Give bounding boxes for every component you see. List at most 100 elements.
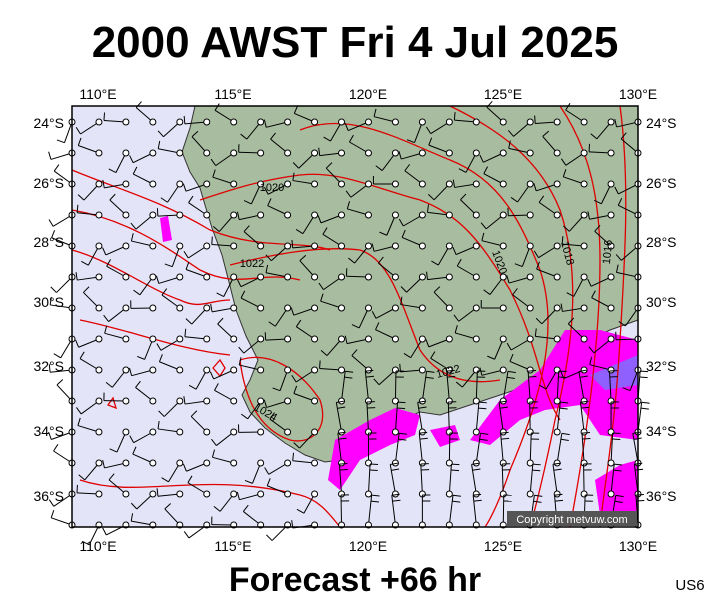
- barb-staff: [79, 358, 100, 371]
- barb-flag: [455, 381, 463, 388]
- barb-flag: [266, 478, 271, 486]
- barb-flag: [536, 261, 540, 270]
- station: [580, 459, 588, 467]
- barb-staff: [56, 276, 73, 293]
- wind-barbs: [48, 100, 650, 546]
- station: [364, 459, 372, 467]
- barb-flag: [377, 256, 384, 264]
- barb-flag: [400, 296, 403, 305]
- barb-staff: [556, 402, 561, 433]
- barb-flag: [78, 474, 86, 481]
- barb-flag: [613, 469, 622, 472]
- station: [122, 149, 130, 157]
- barb-flag: [510, 197, 518, 203]
- barb-flag: [132, 446, 137, 455]
- lat-label: 28°S: [646, 234, 677, 250]
- barb-staff: [414, 121, 423, 143]
- station: [391, 397, 399, 405]
- station: [122, 428, 130, 436]
- barb-flag: [83, 286, 90, 293]
- barb-flag: [506, 376, 515, 380]
- barb-flag: [533, 250, 539, 258]
- barb-staff: [239, 364, 261, 371]
- barb-flag: [542, 130, 550, 137]
- barb-flag: [185, 261, 190, 270]
- barb-flag: [406, 139, 415, 144]
- station: [526, 304, 534, 312]
- barb-flag: [581, 432, 591, 434]
- station: [338, 118, 346, 126]
- barb-staff: [243, 338, 261, 354]
- barb-staff: [351, 355, 369, 371]
- barb-flag: [236, 279, 242, 287]
- barb-flag: [481, 232, 485, 241]
- barb-staff: [498, 402, 504, 433]
- barb-staff: [616, 271, 639, 278]
- barb-staff: [211, 307, 234, 313]
- barb-staff: [615, 338, 639, 341]
- station: [230, 242, 238, 250]
- barb-staff: [190, 416, 208, 433]
- barb-staff: [340, 494, 343, 526]
- barb-staff: [299, 260, 315, 278]
- station: [257, 335, 265, 343]
- rain-area: [328, 408, 420, 490]
- barb-staff: [214, 109, 234, 123]
- barb-flag: [236, 491, 240, 500]
- barb-flag: [320, 293, 324, 302]
- station: [176, 118, 184, 126]
- barb-staff: [158, 276, 180, 284]
- station: [176, 180, 184, 188]
- barb-staff: [367, 464, 371, 495]
- station: [472, 149, 480, 157]
- station: [364, 366, 372, 374]
- station: [338, 490, 346, 498]
- barb-flag: [292, 452, 295, 461]
- barb-staff: [366, 402, 369, 433]
- station: [391, 366, 399, 374]
- barb-staff: [462, 369, 477, 388]
- barb-flag: [426, 126, 432, 134]
- barb-flag: [404, 164, 411, 172]
- lat-label: 30°S: [646, 294, 677, 310]
- barb-flag: [375, 322, 380, 330]
- station: [338, 428, 346, 436]
- station: [122, 211, 130, 219]
- isobar-label: 1020: [260, 182, 284, 194]
- barb-staff: [274, 307, 289, 327]
- barb-staff: [481, 369, 504, 376]
- barb-staff: [565, 152, 585, 166]
- barb-flag: [508, 140, 511, 149]
- station: [284, 459, 292, 467]
- station: [122, 490, 130, 498]
- barb-staff: [87, 245, 100, 266]
- barb-flag: [51, 230, 56, 238]
- station: [391, 304, 399, 312]
- station: [122, 180, 130, 188]
- barb-staff: [266, 121, 288, 128]
- station: [257, 366, 265, 374]
- barb-staff: [475, 371, 478, 402]
- station: [257, 149, 265, 157]
- barb-flag: [77, 137, 82, 146]
- barb-staff: [400, 369, 423, 373]
- barb-staff: [483, 152, 504, 163]
- barb-staff: [589, 214, 612, 220]
- station: [499, 304, 507, 312]
- station: [418, 211, 426, 219]
- barb-flag: [373, 108, 377, 117]
- station: [472, 335, 480, 343]
- station: [499, 366, 507, 374]
- map-frame: [71, 105, 639, 528]
- barb-flag: [48, 499, 55, 507]
- barb-flag: [267, 198, 272, 206]
- station: [203, 211, 211, 219]
- barb-flag: [236, 211, 240, 220]
- lon-label: 115°E: [214, 86, 251, 102]
- barb-flag: [561, 432, 570, 436]
- barb-staff: [591, 297, 612, 309]
- station: [553, 149, 561, 157]
- barb-staff: [378, 369, 396, 386]
- station: [607, 490, 615, 498]
